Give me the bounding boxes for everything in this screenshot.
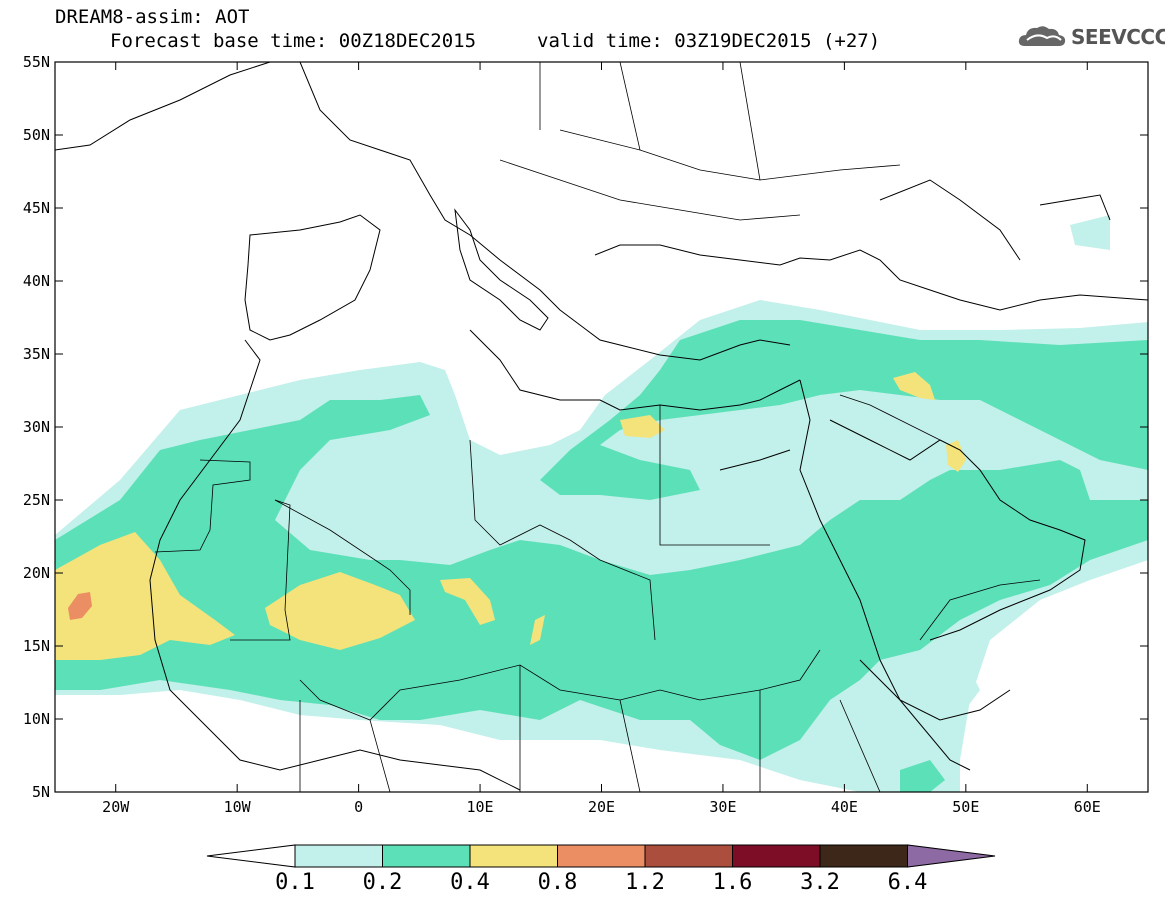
colorbar: 0.1 0.2 0.4 0.8 1.2 1.6 3.2 6.4	[206, 844, 996, 895]
lat-tick-label: 30N	[23, 418, 50, 436]
valid-time: valid time: 03Z19DEC2015 (+27)	[537, 30, 881, 52]
lon-tick-label: 0	[354, 798, 363, 816]
base-time: Forecast base time: 00Z18DEC2015	[110, 30, 477, 52]
lat-tick-label: 35N	[23, 345, 50, 363]
aot-band-0.2	[55, 320, 1148, 792]
coastlines	[55, 62, 1148, 791]
logo-text: SEEVCCC	[1071, 25, 1165, 49]
lat-tick-label: 20N	[23, 564, 50, 582]
lat-tick-label: 5N	[32, 783, 50, 801]
colorbar-label: 0.1	[275, 870, 315, 895]
country-borders	[154, 62, 1041, 792]
colorbar-label: 6.4	[888, 870, 928, 895]
colorbar-label: 1.6	[713, 870, 753, 895]
colorbar-label: 3.2	[800, 870, 840, 895]
colorbar-label: 0.8	[538, 870, 578, 895]
lat-tick-label: 45N	[23, 199, 50, 217]
lat-tick-label: 40N	[23, 272, 50, 290]
colorbar-segment	[469, 844, 558, 868]
colorbar-segment	[557, 844, 646, 868]
longitude-axis: 20W 10W 0 10E 20E 30E 40E 50E 60E	[102, 62, 1101, 816]
lat-tick-label: 10N	[23, 710, 50, 728]
aot-band-0.4	[55, 372, 966, 660]
lon-tick-label: 10W	[224, 798, 252, 816]
colorbar-segment	[644, 844, 733, 868]
map-title: DREAM8-assim: AOT	[55, 6, 250, 28]
lon-tick-label: 30E	[709, 798, 736, 816]
cloud-icon	[1018, 26, 1066, 46]
lat-tick-label: 50N	[23, 126, 50, 144]
colorbar-label: 0.2	[363, 870, 403, 895]
colorbar-segment	[294, 844, 383, 868]
lon-tick-label: 10E	[467, 798, 494, 816]
lon-tick-label: 20E	[588, 798, 615, 816]
colorbar-label: 0.4	[450, 870, 490, 895]
lon-tick-label: 40E	[831, 798, 858, 816]
lon-tick-label: 60E	[1074, 798, 1101, 816]
lon-tick-label: 50E	[952, 798, 979, 816]
seevccc-logo: SEEVCCC	[1017, 22, 1165, 52]
lat-tick-label: 15N	[23, 637, 50, 655]
lat-tick-label: 55N	[23, 53, 50, 71]
aot-field	[55, 62, 1148, 792]
colorbar-label: 1.2	[625, 870, 665, 895]
colorbar-segment	[819, 844, 908, 868]
colorbar-segment	[382, 844, 471, 868]
lat-tick-label: 25N	[23, 491, 50, 509]
colorbar-segment	[732, 844, 821, 868]
colorbar-overflow	[907, 844, 996, 868]
latitude-axis: 5N 10N 15N 20N 25N 30N 35N 40N 45N 50N 55N	[23, 53, 1148, 801]
lon-tick-label: 20W	[102, 798, 130, 816]
colorbar-underflow	[206, 844, 296, 868]
aot-band-0.8	[68, 592, 92, 620]
